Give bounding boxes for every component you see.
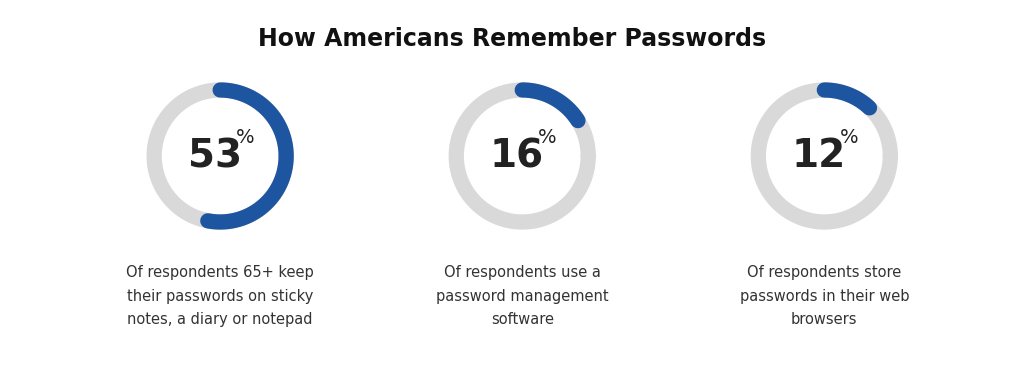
Text: 16: 16	[489, 137, 544, 175]
Text: Of respondents use a
password management
software: Of respondents use a password management…	[436, 265, 608, 327]
Text: 53: 53	[187, 137, 242, 175]
Text: Of respondents store
passwords in their web
browsers: Of respondents store passwords in their …	[739, 265, 909, 327]
Text: %: %	[538, 128, 557, 147]
Text: How Americans Remember Passwords: How Americans Remember Passwords	[258, 27, 766, 51]
Text: %: %	[840, 128, 859, 147]
Text: 12: 12	[792, 137, 846, 175]
Text: Of respondents 65+ keep
their passwords on sticky
notes, a diary or notepad: Of respondents 65+ keep their passwords …	[126, 265, 314, 327]
Text: %: %	[236, 128, 255, 147]
